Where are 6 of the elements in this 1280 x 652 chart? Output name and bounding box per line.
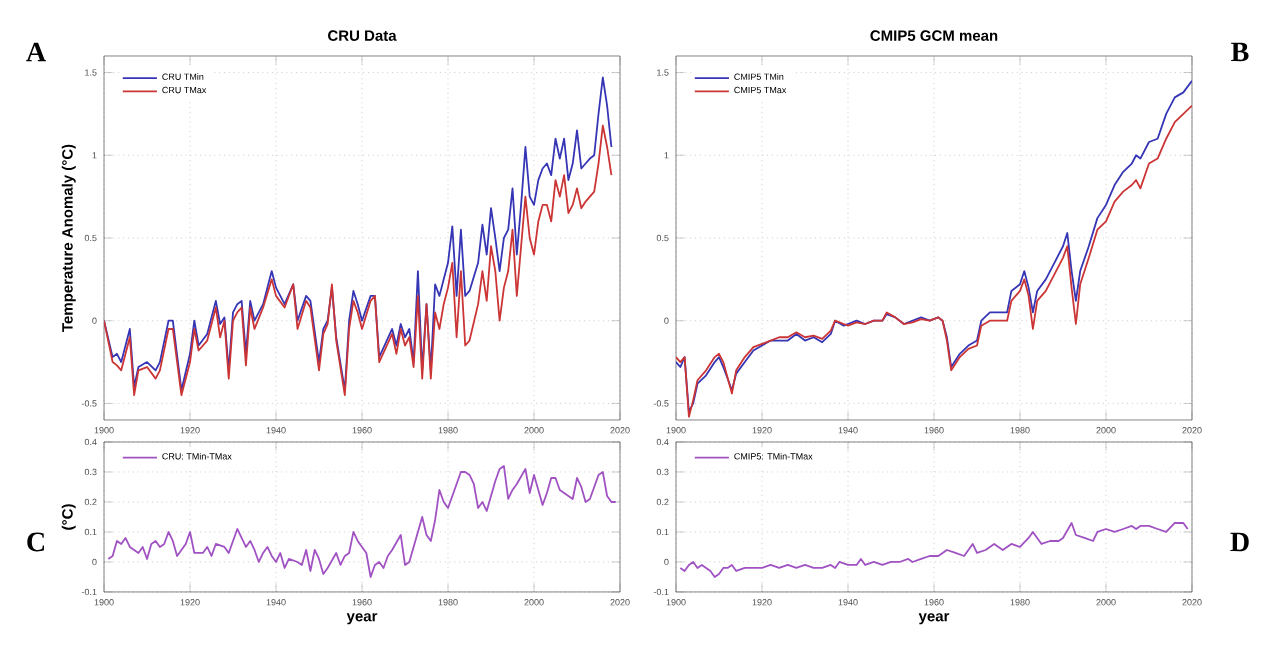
text: B — [1231, 42, 1249, 62]
line-series — [104, 76, 613, 392]
text: D — [1230, 532, 1249, 552]
line-series — [107, 465, 617, 578]
text: C — [27, 532, 45, 552]
text: A — [26, 42, 46, 62]
